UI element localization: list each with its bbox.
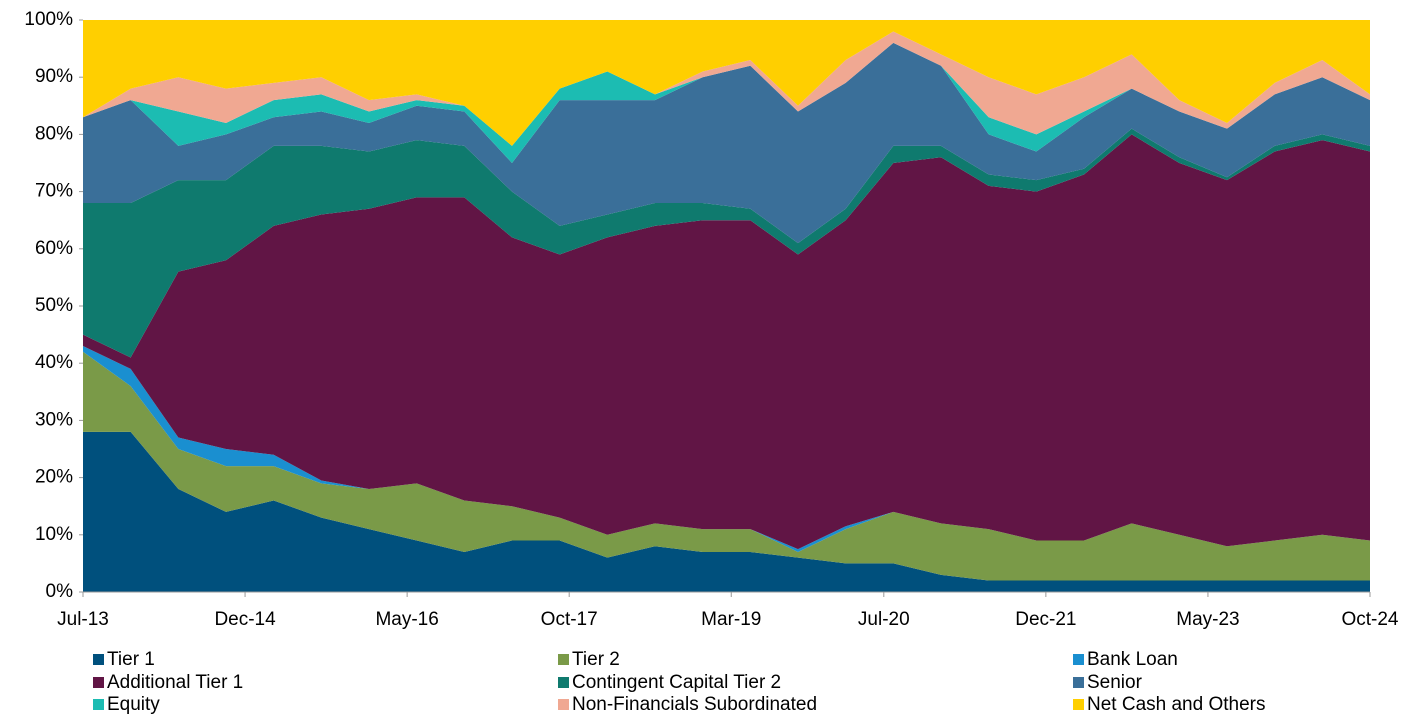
legend-swatch [558, 699, 569, 710]
y-tick-label: 10% [35, 524, 73, 545]
x-tick-label: May-23 [1176, 609, 1239, 630]
y-tick-label: 100% [24, 9, 73, 30]
legend-label: Bank Loan [1087, 649, 1178, 670]
y-tick-label: 90% [35, 66, 73, 87]
x-tick-label: Dec-21 [1015, 609, 1076, 630]
area [83, 351, 1370, 581]
legend-swatch [93, 677, 104, 688]
area [83, 20, 1370, 146]
y-tick-label: 20% [35, 467, 73, 488]
y-tick-label: 30% [35, 409, 73, 430]
legend-label: Equity [107, 694, 160, 715]
x-tick-label: Oct-17 [541, 609, 598, 630]
legend-swatch [558, 654, 569, 665]
x-tick-label: Mar-19 [701, 609, 761, 630]
x-tick-label: Jul-20 [858, 609, 910, 630]
legend-swatch [1073, 677, 1084, 688]
area [83, 42, 1370, 163]
legend-label: Tier 1 [107, 649, 155, 670]
area [83, 431, 1370, 592]
legend-label: Additional Tier 1 [107, 672, 243, 693]
area [83, 128, 1370, 358]
x-tick-label: May-16 [375, 609, 438, 630]
y-tick-label: 50% [35, 295, 73, 316]
y-tick-label: 40% [35, 352, 73, 373]
y-tick-label: 0% [46, 581, 74, 602]
area [83, 31, 1370, 146]
legend-swatch [1073, 699, 1084, 710]
area [83, 134, 1370, 550]
legend-swatch [1073, 654, 1084, 665]
y-tick-label: 80% [35, 123, 73, 144]
legend-label: Non-Financials Subordinated [572, 694, 817, 715]
area [83, 42, 1370, 244]
x-tick-label: Oct-24 [1341, 609, 1398, 630]
legend-label: Net Cash and Others [1087, 694, 1265, 715]
x-tick-label: Dec-14 [214, 609, 276, 630]
legend-label: Senior [1087, 672, 1143, 693]
legend-swatch [93, 699, 104, 710]
legend-label: Contingent Capital Tier 2 [572, 672, 781, 693]
legend-swatch [93, 654, 104, 665]
x-tick-label: Jul-13 [57, 609, 109, 630]
legend-label: Tier 2 [572, 649, 620, 670]
y-tick-label: 70% [35, 181, 73, 202]
y-tick-label: 60% [35, 238, 73, 259]
legend-swatch [558, 677, 569, 688]
